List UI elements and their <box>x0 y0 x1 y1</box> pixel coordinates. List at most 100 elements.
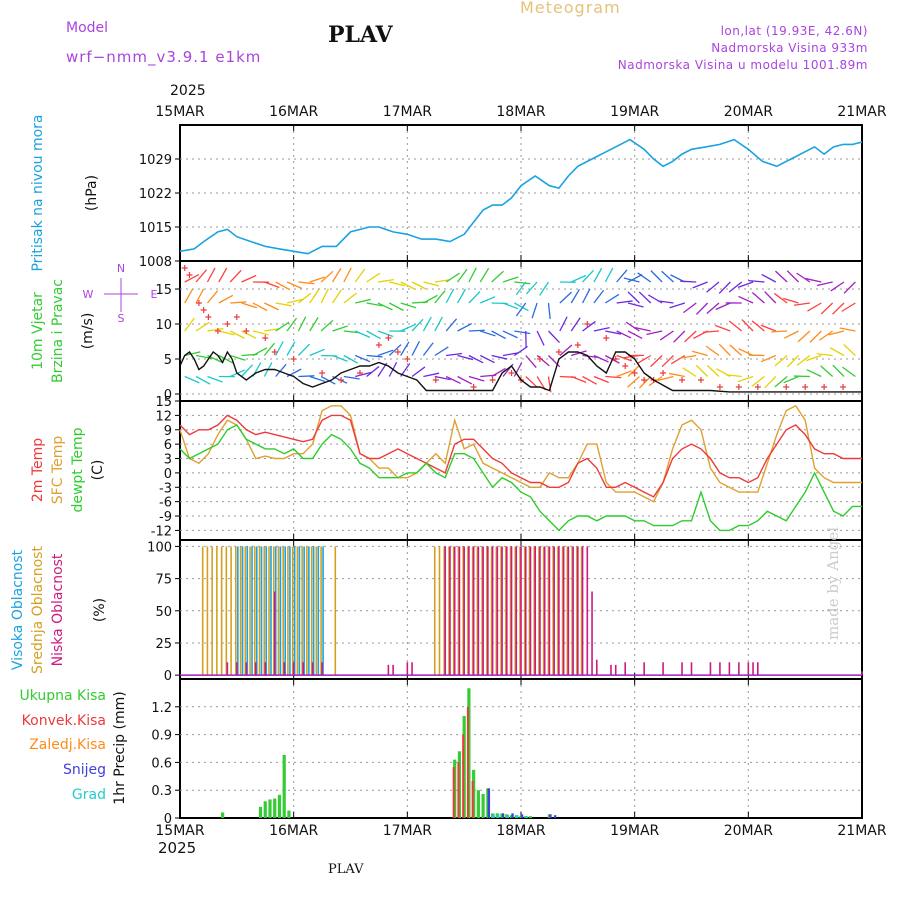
mid-cloud-bar <box>287 546 289 675</box>
low-cloud-bar <box>227 662 229 675</box>
wind-arrow <box>355 269 365 282</box>
wind-arrow <box>344 268 351 282</box>
low-cloud-bar <box>487 546 489 675</box>
y-tick-label: 75 <box>155 573 172 588</box>
panel-precip: 00.30.60.91.2 <box>151 679 862 827</box>
precip-legend-label: Zaledj.Kisa <box>29 737 106 753</box>
wind-arrow <box>605 294 619 303</box>
total-precip-bar <box>273 799 276 818</box>
wind-arrow <box>693 282 708 288</box>
low-cloud-bar <box>459 546 461 675</box>
low-cloud-bar <box>478 546 480 675</box>
wind-arrow <box>321 289 328 303</box>
low-cloud-bar <box>572 546 574 675</box>
total-precip-bar <box>259 807 262 818</box>
wind-arrow <box>684 331 696 342</box>
y-tick-label: 9 <box>164 424 172 439</box>
footer-station: PLAV <box>328 862 364 877</box>
convective-bar <box>453 767 455 818</box>
wind-arrow <box>287 342 295 356</box>
wind-arrow <box>583 289 590 303</box>
wind-arrow <box>310 317 318 331</box>
mid-cloud-bar <box>292 546 294 675</box>
y-tick-label: 25 <box>155 637 172 652</box>
wind-arrow <box>637 356 651 364</box>
wind-arrow <box>435 347 449 356</box>
low-cloud-bar <box>283 662 285 675</box>
wind-arrow <box>594 377 609 383</box>
mid-cloud-bar <box>230 546 232 675</box>
wind-arrow <box>683 368 696 377</box>
wind-arrow <box>729 321 741 331</box>
wind-arrow <box>207 377 222 382</box>
snow-bar <box>554 815 556 818</box>
convective-bar <box>467 707 469 818</box>
gust-marker <box>840 384 846 390</box>
y-tick-label: 15 <box>155 283 172 298</box>
low-cloud-bar <box>492 546 494 675</box>
y-tick-label: 0.6 <box>151 756 172 771</box>
y-tick-label: 1015 <box>139 221 172 236</box>
wind-arrow <box>844 345 856 356</box>
low-cloud-bar <box>558 546 560 675</box>
y-tick-label: 0.9 <box>151 729 172 744</box>
wind-arrow <box>833 365 844 376</box>
wind-arrow <box>207 268 215 282</box>
low-cloud-bar <box>643 662 645 675</box>
wind-arrow <box>669 373 685 376</box>
low-cloud-bar <box>582 546 584 675</box>
wind-arrow <box>412 367 425 377</box>
wind-arrow <box>446 273 459 282</box>
wind-arrow <box>696 365 707 376</box>
wind-arrow <box>458 269 468 282</box>
wind-arrow <box>774 293 787 303</box>
wind-arrow <box>683 303 696 313</box>
model-elevation-text: Nadmorska Visina u modelu 1001.89m <box>618 58 868 72</box>
wind-arrow <box>833 303 844 314</box>
x-tick-top-label: 19MAR <box>610 104 659 120</box>
gust-marker <box>433 377 439 383</box>
lonlat-text: lon,lat (19.93E, 42.6N) <box>721 24 868 38</box>
x-tick-bottom-label: 19MAR <box>610 823 659 839</box>
wind-arrow <box>692 351 707 355</box>
low-cloud-bar <box>407 662 409 675</box>
low-cloud-bar <box>497 546 499 675</box>
y-tick-label: -12 <box>151 524 172 539</box>
wind-arrow <box>333 326 348 331</box>
gust-marker <box>660 370 666 376</box>
wind-arrow <box>367 356 383 357</box>
wind-arrow <box>617 301 633 303</box>
mid-cloud-bar <box>235 546 237 675</box>
low-cloud-bar <box>236 662 238 675</box>
station-title: PLAV <box>328 22 393 48</box>
wind-arrow <box>219 295 233 303</box>
wind-arrow <box>537 356 549 366</box>
low-cloud-bar <box>515 546 517 675</box>
credit-watermark: made by Angel <box>824 527 842 640</box>
ylabel-temp2m: 2m Temp <box>30 438 46 502</box>
high-cloud-bar <box>322 546 324 675</box>
compass-south: S <box>118 312 125 325</box>
gust-marker <box>575 342 581 348</box>
wind-arrow <box>298 282 314 284</box>
wind-arrow <box>378 280 394 282</box>
gust-marker <box>243 328 249 334</box>
mid-cloud-bar <box>311 546 313 675</box>
y-tick-label: 5 <box>164 353 172 368</box>
low-cloud-bar <box>748 662 750 675</box>
mid-cloud-bar <box>207 546 209 675</box>
total-precip-bar <box>287 811 290 818</box>
low-cloud-bar <box>539 546 541 675</box>
wind-arrow <box>594 328 610 331</box>
wind-arrow <box>458 289 466 303</box>
wind-arrow <box>469 292 480 303</box>
low-cloud-bar <box>729 662 731 675</box>
wind-arrow <box>787 271 798 282</box>
wind-arrow <box>276 341 284 355</box>
hail-bar <box>516 815 518 818</box>
low-cloud-bar <box>615 665 617 675</box>
wind-arrow <box>671 356 685 364</box>
